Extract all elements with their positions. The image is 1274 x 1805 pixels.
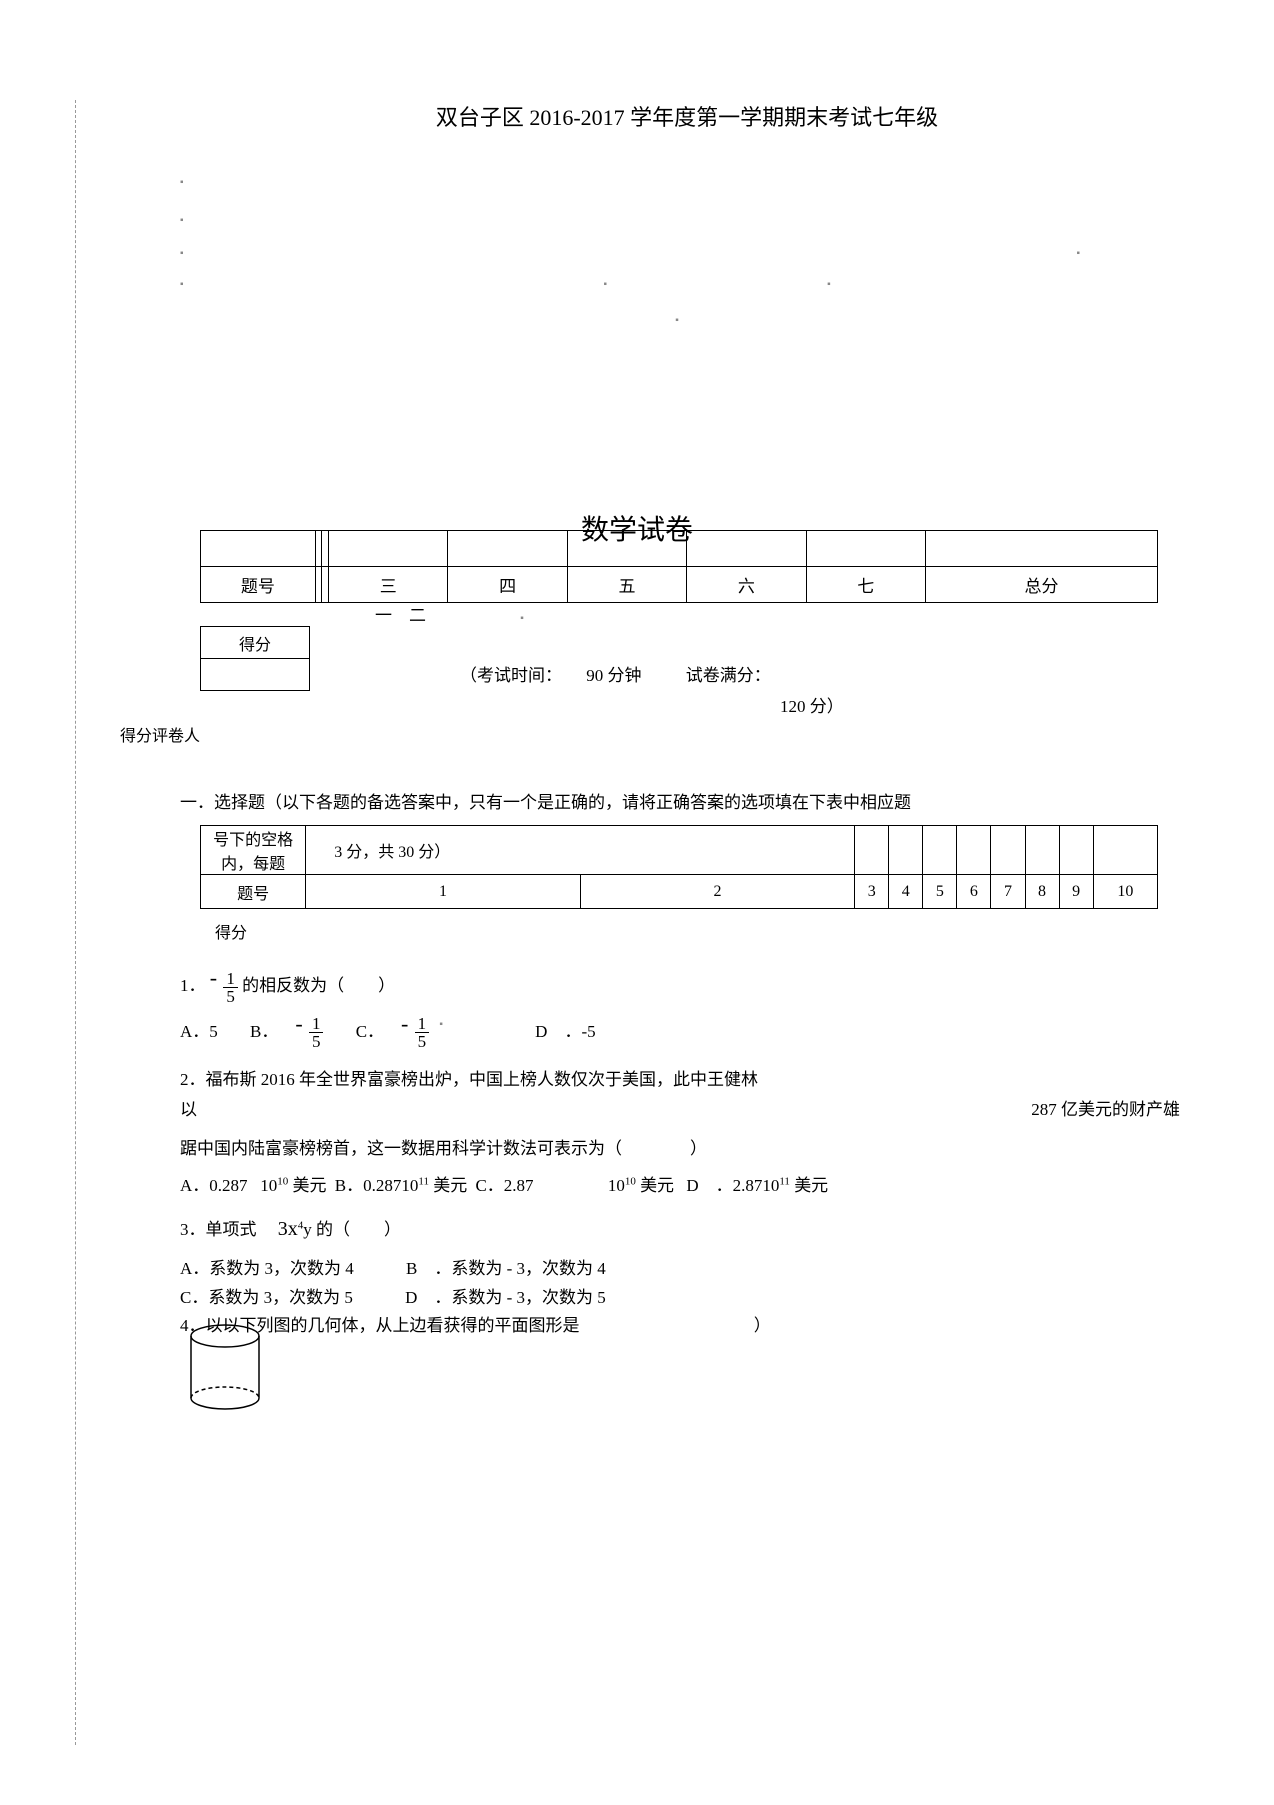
q3-opt-d: D ．系数为 - 3，次数为 5 xyxy=(405,1283,606,1308)
q3-options-1: A．系数为 3，次数为 4 B ．系数为 - 3，次数为 4 xyxy=(180,1254,1194,1279)
decorative-dot: ▪ xyxy=(180,210,1194,228)
q3-opt-a: A．系数为 3，次数为 4 xyxy=(180,1254,354,1279)
q1-opt-d: D ．-5 xyxy=(535,1017,595,1042)
cylinder-figure xyxy=(185,1322,265,1412)
score-header xyxy=(315,567,322,603)
exam-info: （考试时间： 90 分钟 试卷满分： 120 分） xyxy=(450,661,844,717)
answer-col: 6 xyxy=(957,875,991,909)
q2-options: A．0.287 1010 美元 B．0.2871011 美元 C．2.87 10… xyxy=(180,1171,1194,1196)
decorative-dot-row: ▪▪ xyxy=(180,248,1080,259)
score-header: 五 xyxy=(567,567,686,603)
question-1: 1． - 1 5 的相反数为（ ） xyxy=(180,957,1194,1005)
q3-opt-b: B ．系数为 - 3，次数为 4 xyxy=(406,1254,606,1279)
q1-options: A．5 B． - 15 C． - 15 ▪ D ．-5 xyxy=(180,1011,1194,1051)
answer-score-label: 得分 xyxy=(215,919,1194,943)
grader-label: 得分评卷人 xyxy=(120,722,1194,746)
decorative-dot-row: ▪▪▪ xyxy=(180,279,1080,290)
fraction: 1 5 xyxy=(223,970,238,1005)
sub-labels: 一 二 ▪ xyxy=(375,601,1194,626)
left-dashed-rule xyxy=(75,100,76,1745)
answer-col: 5 xyxy=(923,875,957,909)
q2-opt-c: C．2.87 1010 美元 xyxy=(475,1171,674,1196)
answer-col: 10 xyxy=(1093,875,1157,909)
question-2b: 以 287 亿美元的财产雄 xyxy=(180,1094,1180,1126)
score-cell-blank xyxy=(201,659,310,691)
decorative-dot: ▪ xyxy=(160,310,1194,328)
decorative-dot: ▪ xyxy=(180,172,1194,190)
q1-opt-c: C． - 15 ▪ xyxy=(356,1011,443,1051)
section1-intro: 一．选择题（以下各题的备选答案中，只有一个是正确的，请将正确答案的选项填在下表中… xyxy=(180,786,1194,820)
q3-opt-c: C．系数为 3，次数为 5 xyxy=(180,1283,353,1308)
answer-col: 9 xyxy=(1059,875,1093,909)
q2-opt-a: A．0.287 1010 美元 xyxy=(180,1171,327,1196)
score-header xyxy=(322,567,329,603)
score-cell-label: 得分 xyxy=(201,627,310,659)
answer-grid: 号下的空格内，每题 3 分，共 30 分） 题号 1 2 3 4 5 6 7 8… xyxy=(200,825,1158,909)
question-4: 4．以以下列图的几何体，从上边看获得的平面图形是 ） xyxy=(180,1310,1194,1342)
intro-tail: 号下的空格内，每题 xyxy=(201,826,306,875)
score-header: 六 xyxy=(687,567,806,603)
score-small-table: 得分 xyxy=(200,626,310,691)
page-title: 双台子区 2016-2017 学年度第一学期期末考试七年级 xyxy=(80,100,1194,132)
answer-col: 3 xyxy=(855,875,889,909)
score-header: 七 xyxy=(806,567,925,603)
answer-col: 4 xyxy=(889,875,923,909)
intro-tail2: 3 分，共 30 分） xyxy=(306,826,855,875)
score-header: 题号 xyxy=(201,567,316,603)
score-header: 四 xyxy=(448,567,567,603)
question-2c: 踞中国内陆富豪榜榜首，这一数据用科学计数法可表示为（ ） xyxy=(180,1133,1194,1165)
answer-header-label: 题号 xyxy=(201,875,306,909)
q3-options-2: C．系数为 3，次数为 5 D ．系数为 - 3，次数为 5 xyxy=(180,1283,1194,1308)
question-3: 3．单项式 3x4y 的（ ） xyxy=(180,1210,1194,1248)
answer-col: 1 xyxy=(306,875,580,909)
q1-opt-a: A．5 xyxy=(180,1017,218,1042)
answer-col: 8 xyxy=(1025,875,1059,909)
score-header: 三 xyxy=(329,567,448,603)
q2-opt-d: D ．2.871011 美元 xyxy=(686,1171,828,1196)
q1-opt-b: B． - 15 xyxy=(250,1011,323,1051)
question-2: 2．福布斯 2016 年全世界富豪榜出炉，中国上榜人数仅次于美国，此中王健林 xyxy=(180,1064,1194,1096)
q2-opt-b: B．0.2871011 美元 xyxy=(335,1171,467,1196)
score-header: 总分 xyxy=(925,567,1157,603)
answer-col: 2 xyxy=(580,875,854,909)
answer-col: 7 xyxy=(991,875,1025,909)
